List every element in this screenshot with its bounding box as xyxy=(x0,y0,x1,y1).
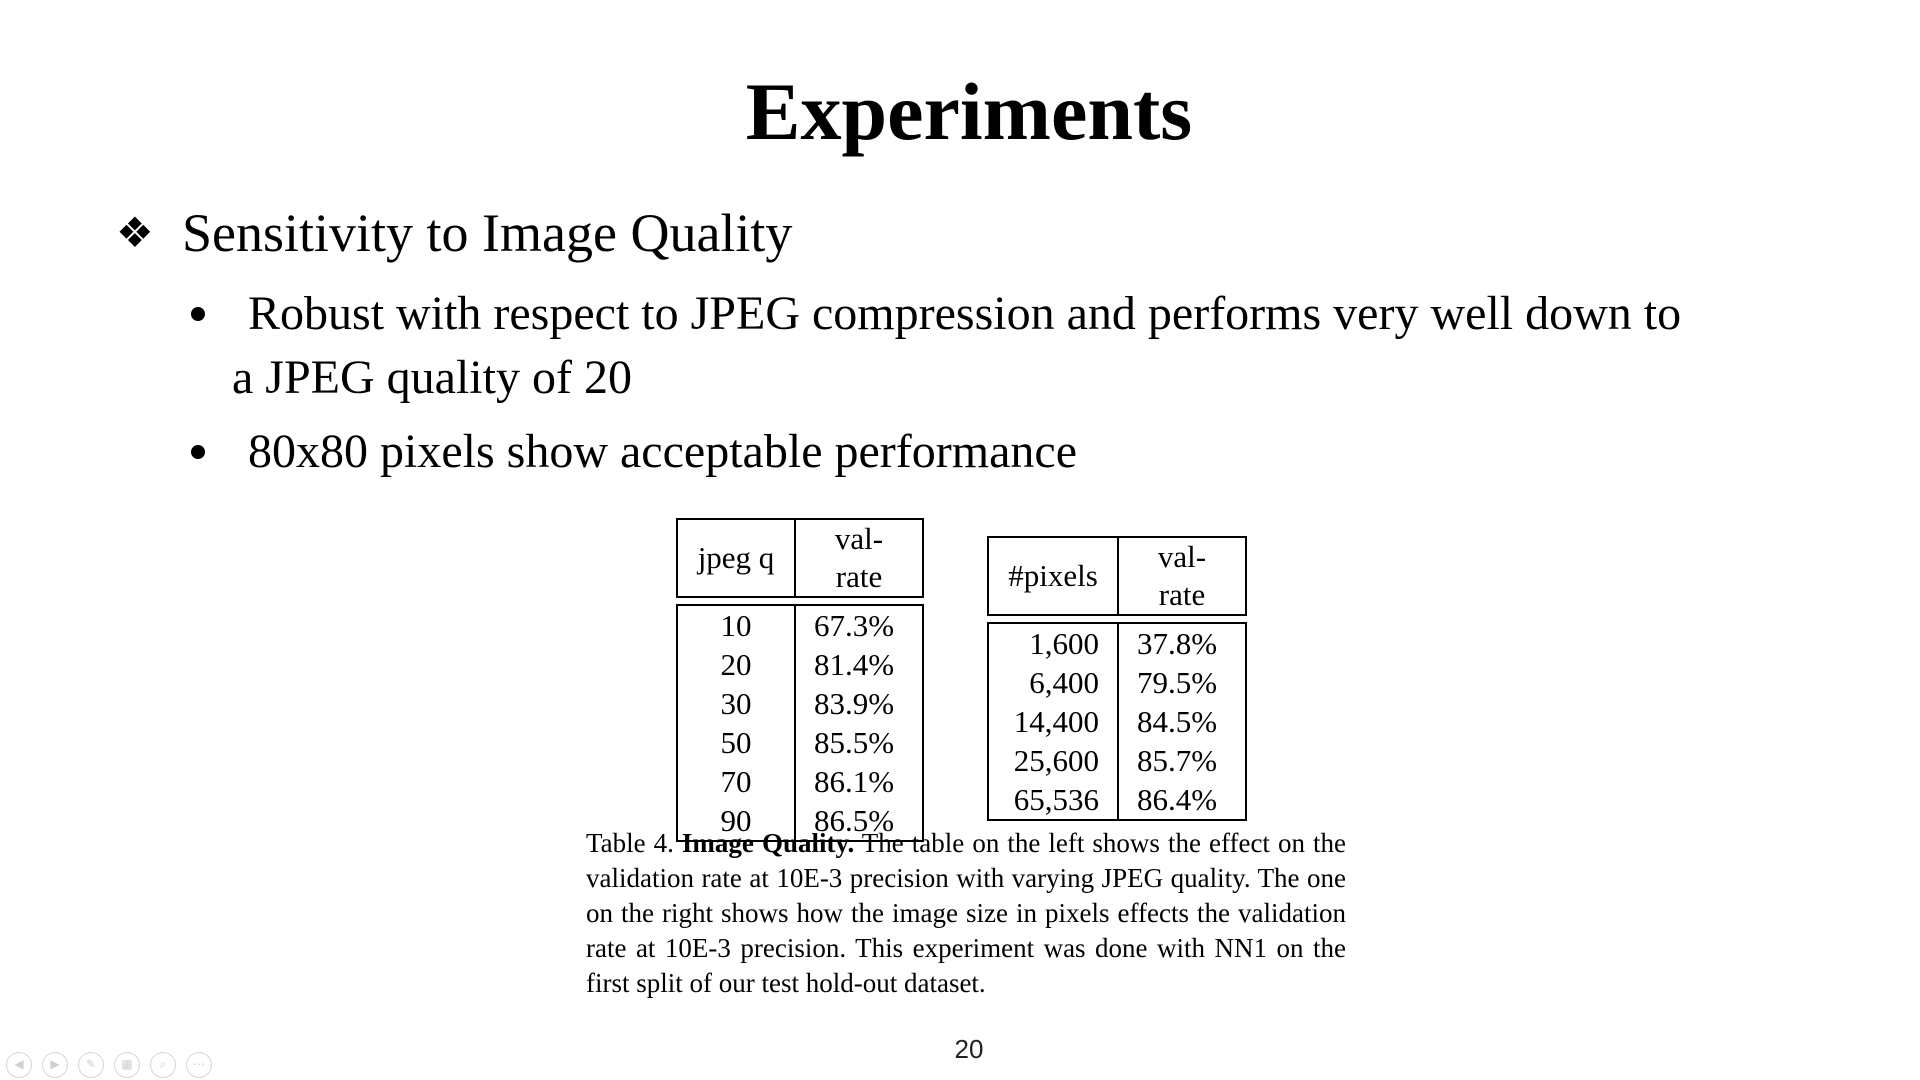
table-cell: 70 xyxy=(676,762,796,801)
table-cell: 67.3% xyxy=(794,604,924,645)
bullet-item-jpeg: Robust with respect to JPEG compression … xyxy=(188,282,1828,410)
next-slide-icon[interactable]: ▶ xyxy=(42,1052,68,1078)
column-header: val-rate xyxy=(794,518,924,598)
table-cell: 1,600 xyxy=(987,622,1119,663)
table-cell: 6,400 xyxy=(987,663,1119,702)
bullet-text-continued: a JPEG quality of 20 xyxy=(232,351,632,404)
diamond-bullet-icon: ❖ xyxy=(116,211,154,257)
column-header: val-rate xyxy=(1117,536,1247,616)
pen-icon[interactable]: ✎ xyxy=(78,1052,104,1078)
table-row: 14,400 84.5% xyxy=(987,702,1247,741)
table-row: 20 81.4% xyxy=(676,645,924,684)
table-cell: 86.4% xyxy=(1117,780,1247,821)
prev-slide-icon[interactable]: ◀ xyxy=(6,1052,32,1078)
slides-grid-icon[interactable]: ▦ xyxy=(114,1052,140,1078)
column-header: #pixels xyxy=(987,536,1119,616)
table-cell: 85.7% xyxy=(1117,741,1247,780)
table-cell: 85.5% xyxy=(794,723,924,762)
table-row: 70 86.1% xyxy=(676,762,924,801)
slideshow-toolbar: ◀ ▶ ✎ ▦ ⌕ ⋯ xyxy=(6,1052,212,1078)
table-header-row: jpeg q val-rate xyxy=(676,518,924,598)
caption-text: The table on the left shows the effect o… xyxy=(586,828,1347,998)
table-cell: 81.4% xyxy=(794,645,924,684)
bullet-text: Robust with respect to JPEG compression … xyxy=(248,287,1682,340)
table-header-row: #pixels val-rate xyxy=(987,536,1247,616)
table-cell: 10 xyxy=(676,604,796,645)
table-cell: 86.5% xyxy=(794,801,924,842)
table-row: 10 67.3% xyxy=(676,604,924,645)
more-options-icon[interactable]: ⋯ xyxy=(186,1052,212,1078)
slide-title: Experiments xyxy=(745,66,1193,157)
jpeg-quality-table: jpeg q val-rate 10 67.3% 20 81.4% 30 83.9% … xyxy=(676,518,924,842)
zoom-icon[interactable]: ⌕ xyxy=(150,1052,176,1078)
table-cell: 90 xyxy=(676,801,796,842)
table-cell: 86.1% xyxy=(794,762,924,801)
table-cell: 84.5% xyxy=(1117,702,1247,741)
table-cell: 79.5% xyxy=(1117,663,1247,702)
section-heading: ❖ Sensitivity to Image Quality xyxy=(116,200,792,267)
section-heading-text: Sensitivity to Image Quality xyxy=(182,203,793,263)
table-row: 30 83.9% xyxy=(676,684,924,723)
caption-title: Image Quality. xyxy=(681,828,855,858)
table-cell: 25,600 xyxy=(987,741,1119,780)
table-row: 1,600 37.8% xyxy=(987,622,1247,663)
bullet-dot-icon xyxy=(191,445,205,459)
table-cell: 83.9% xyxy=(794,684,924,723)
table-row: 6,400 79.5% xyxy=(987,663,1247,702)
table-row: 65,536 86.4% xyxy=(987,780,1247,821)
table-caption: Table 4. Image Quality. The table on the… xyxy=(586,826,1346,1001)
table-cell: 20 xyxy=(676,645,796,684)
table-cell: 14,400 xyxy=(987,702,1119,741)
table-row: 25,600 85.7% xyxy=(987,741,1247,780)
bullet-dot-icon xyxy=(191,307,205,321)
pixels-table: #pixels val-rate 1,600 37.8% 6,400 79.5% 1… xyxy=(987,536,1247,821)
table-cell: 37.8% xyxy=(1117,622,1247,663)
bullet-text: 80x80 pixels show acceptable performance xyxy=(248,425,1078,478)
table-cell: 50 xyxy=(676,723,796,762)
column-header: jpeg q xyxy=(676,518,796,598)
table-row: 50 85.5% xyxy=(676,723,924,762)
table-row: 90 86.5% xyxy=(676,801,924,842)
table-cell: 65,536 xyxy=(987,780,1119,821)
caption-prefix: Table 4. xyxy=(586,828,674,858)
table-cell: 30 xyxy=(676,684,796,723)
page-number: 20 xyxy=(954,1034,984,1064)
bullet-item-pixels: 80x80 pixels show acceptable performance xyxy=(188,420,1077,484)
